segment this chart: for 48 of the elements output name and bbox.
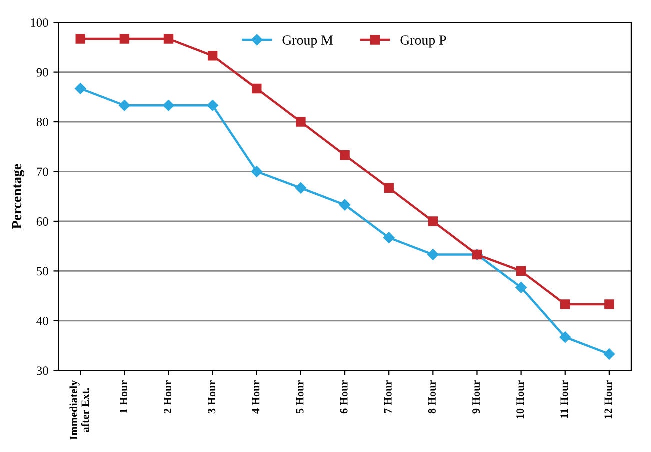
y-tick-label: 80 [36,118,48,126]
point [383,232,395,244]
y-tick-label: 60 [36,218,48,226]
point [252,84,262,94]
x-tick-label: 9 Hour [472,380,480,414]
point [207,100,218,112]
y-tick-label: 30 [36,366,48,376]
point [340,150,350,160]
x-tick-label: 8 Hour [428,380,436,414]
x-tick-label: 1 Hour [120,380,128,414]
y-tick-label: 70 [37,168,48,176]
y-tick-label: 50 [37,267,48,276]
point [119,100,130,112]
point [560,332,571,343]
point [428,249,439,260]
y-axis-title: Percentage [12,164,25,230]
point [516,266,526,276]
x-tick-label: Immediately after Ext. [70,380,90,440]
point [75,83,86,94]
point [251,166,262,178]
point [120,34,130,44]
point [604,348,616,360]
x-tick-label: 6 Hour [340,380,348,414]
x-tick-label: 10 Hour [516,380,524,419]
point [384,183,394,194]
y-tick-label: 100 [31,18,48,28]
y-tick-label: 40 [36,316,48,326]
x-tick-label: 2 Hour [164,380,172,414]
point [164,34,174,44]
point [604,300,614,310]
point [208,51,218,61]
point [516,282,527,294]
point [163,100,174,112]
point [295,182,307,194]
point [339,199,351,211]
legend-label: Group P [400,36,446,48]
x-tick-label: 12 Hour [604,380,612,419]
x-tick-label: 7 Hour [384,380,392,414]
legend-label: Group M [282,36,334,48]
point [428,216,438,226]
x-tick-label: 11 Hour [560,380,568,418]
x-tick-label: 3 Hour [208,380,216,414]
x-tick-label: 4 Hour [252,380,260,414]
point [296,117,306,127]
y-tick-label: 90 [36,68,48,77]
point [560,300,570,310]
point [76,34,86,44]
x-tick-label: 5 Hour [296,380,304,414]
